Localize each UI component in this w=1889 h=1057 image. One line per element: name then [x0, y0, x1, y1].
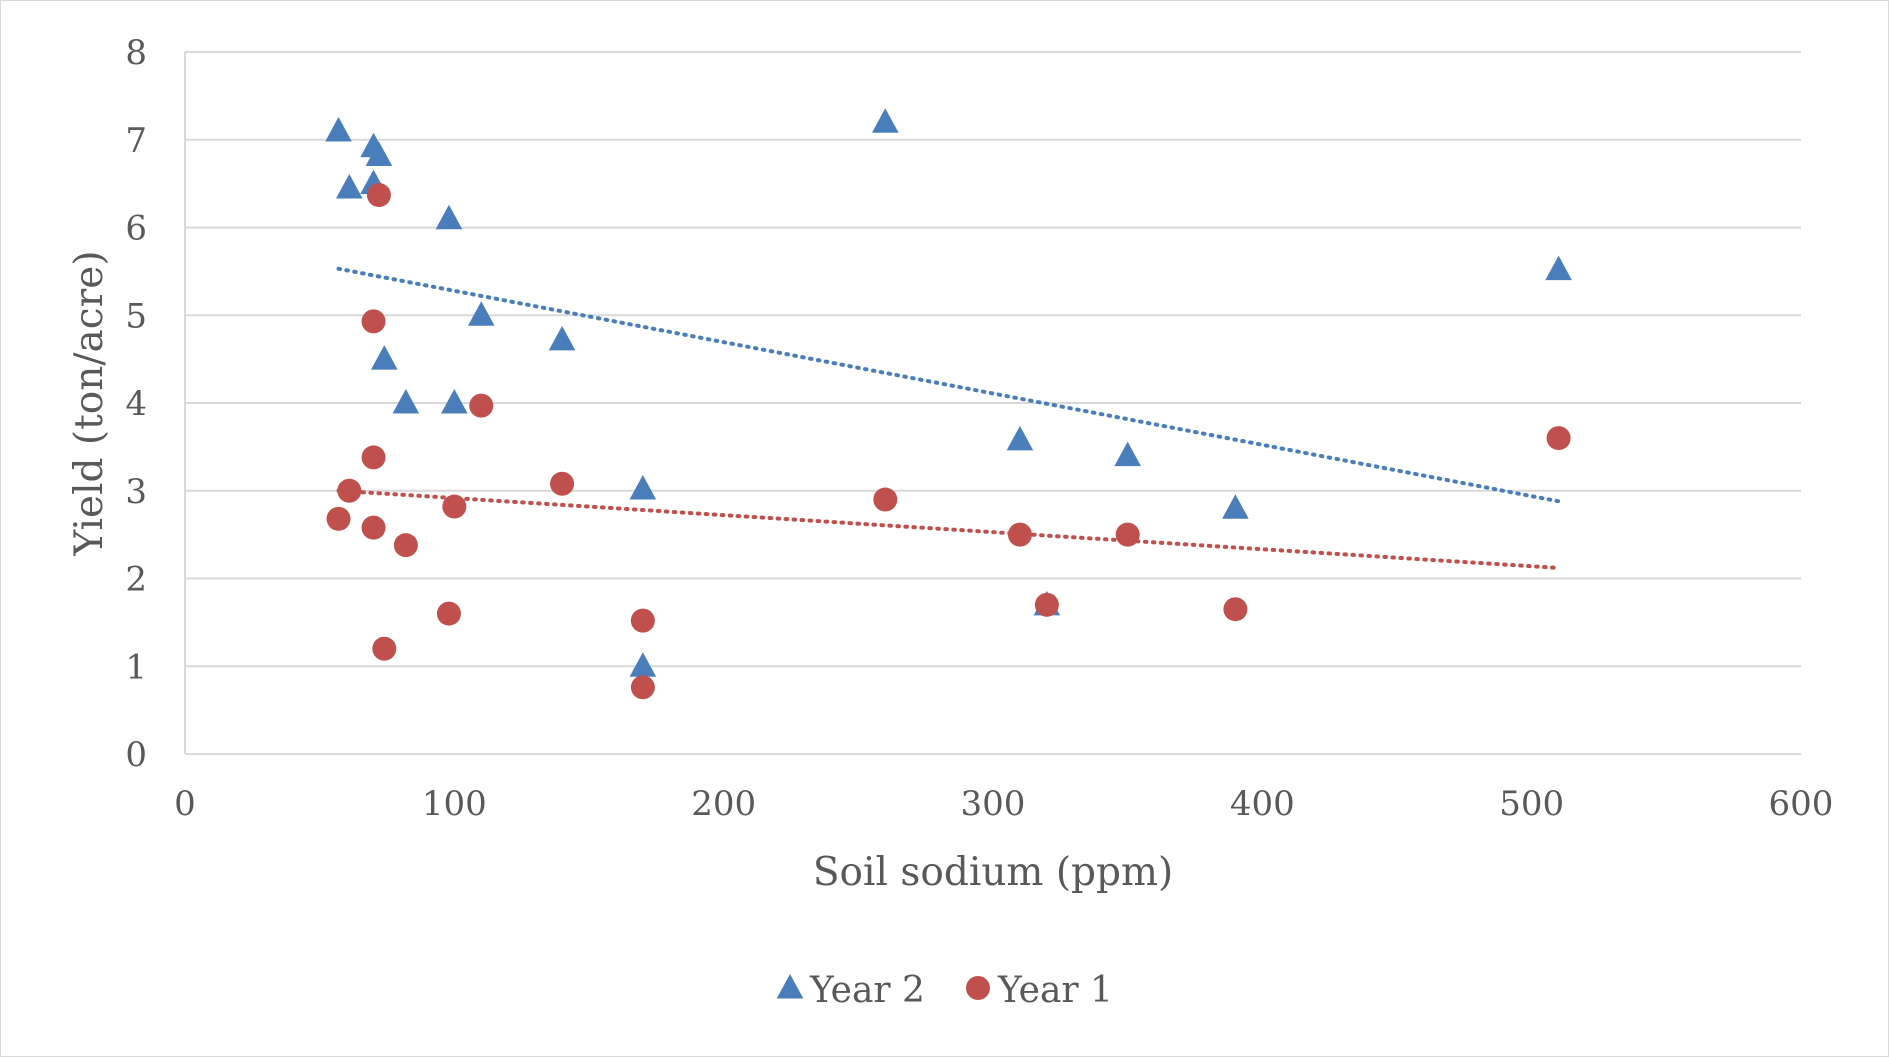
point-year-1: [436, 601, 461, 626]
x-tick-label: 100: [422, 784, 487, 824]
point-year-2: [371, 345, 398, 370]
trendline-year-1: [336, 488, 1561, 570]
x-tick-label: 0: [174, 784, 196, 824]
legend-marker-year-2: [776, 974, 804, 999]
point-year-1: [366, 183, 391, 208]
point-year-1: [372, 636, 397, 661]
y-tick-label: 0: [125, 735, 147, 775]
trendline-year-2: [336, 266, 1561, 504]
point-year-1: [326, 506, 351, 531]
point-year-2: [325, 116, 352, 142]
point-year-1: [630, 608, 655, 633]
point-year-1: [1546, 426, 1571, 451]
point-year-1: [630, 675, 655, 700]
legend-label-year-2: Year 2: [809, 970, 925, 1011]
point-year-1: [361, 515, 386, 540]
x-tick-label: 500: [1499, 784, 1564, 824]
point-year-2: [1114, 441, 1141, 467]
x-tick-label: 600: [1769, 784, 1834, 824]
point-year-1: [337, 478, 362, 503]
x-tick-label: 200: [691, 784, 756, 824]
point-year-2: [548, 325, 576, 351]
point-year-1: [361, 309, 386, 334]
y-tick-label: 4: [125, 384, 147, 424]
x-axis-ticks: 0 100 200 300 400 500 600: [174, 784, 1833, 824]
point-year-2: [365, 141, 393, 167]
point-year-1: [873, 487, 898, 512]
point-year-2: [629, 474, 657, 500]
point-year-2: [1545, 255, 1572, 281]
legend-marker-year-1: [966, 976, 990, 1000]
point-year-2: [871, 108, 899, 133]
legend-label-year-1: Year 1: [997, 970, 1113, 1011]
x-axis-title: Soil sodium (ppm): [813, 850, 1173, 895]
point-year-2: [335, 174, 363, 199]
point-year-1: [442, 494, 467, 519]
y-tick-label: 6: [125, 209, 147, 249]
trendlines: [336, 266, 1561, 570]
y-tick-label: 8: [125, 33, 147, 73]
point-year-1: [550, 471, 575, 496]
x-tick-label: 400: [1230, 784, 1295, 824]
point-year-2: [1006, 425, 1034, 451]
point-year-1: [1034, 592, 1059, 617]
point-year-2: [467, 301, 495, 326]
point-year-1: [393, 533, 418, 558]
point-year-1: [1007, 522, 1032, 547]
point-year-2: [441, 389, 468, 414]
point-year-2: [392, 389, 420, 414]
x-tick-label: 300: [961, 784, 1026, 824]
y-tick-label: 7: [125, 121, 147, 161]
y-tick-label: 3: [125, 472, 147, 512]
legend: Year 2 Year 1: [776, 970, 1113, 1011]
point-year-1: [469, 393, 494, 418]
point-year-2: [629, 652, 657, 677]
gridlines: [184, 51, 1801, 755]
point-year-2: [1222, 494, 1249, 519]
point-year-1: [1223, 597, 1248, 622]
point-year-1: [1115, 522, 1140, 547]
point-year-1: [361, 445, 386, 470]
y-tick-label: 5: [125, 296, 147, 336]
y-axis-ticks: 0 1 2 3 4 5 6 7 8: [125, 33, 147, 775]
point-year-2: [435, 204, 463, 230]
data-points: [325, 108, 1572, 700]
y-axis-title: Yield (ton/acre): [67, 250, 112, 556]
y-tick-label: 2: [125, 560, 147, 600]
y-tick-label: 1: [125, 647, 147, 687]
